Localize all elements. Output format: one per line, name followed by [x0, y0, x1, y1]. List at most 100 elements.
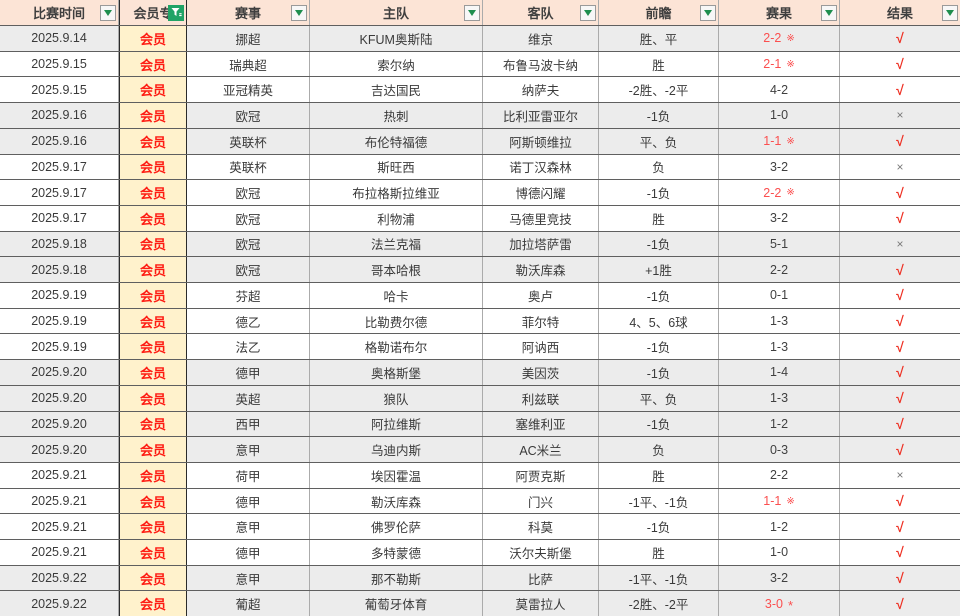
match-date-cell[interactable]: 2025.9.18: [0, 257, 119, 283]
member-cell[interactable]: 会员: [119, 488, 187, 514]
preview-cell[interactable]: -1负: [599, 334, 719, 360]
member-cell[interactable]: 会员: [119, 26, 187, 51]
match-date-cell[interactable]: 2025.9.21: [0, 514, 119, 540]
away-team-cell[interactable]: 勒沃库森: [483, 257, 599, 283]
preview-cell[interactable]: -1负: [599, 231, 719, 257]
away-team-cell[interactable]: 比利亚雷亚尔: [483, 103, 599, 128]
home-team-cell[interactable]: 乌迪内斯: [310, 437, 483, 462]
league-cell[interactable]: 挪超: [187, 26, 310, 51]
result-cell[interactable]: √: [840, 283, 960, 308]
match-date-cell[interactable]: 2025.9.20: [0, 437, 119, 462]
preview-cell[interactable]: 胜: [599, 540, 719, 565]
score-cell[interactable]: 1-1 ※: [719, 488, 840, 514]
member-cell[interactable]: 会员: [119, 103, 187, 128]
home-team-cell[interactable]: 埃因霍温: [310, 462, 483, 488]
filter-dropdown-button[interactable]: [580, 4, 596, 21]
league-cell[interactable]: 亚冠精英: [187, 77, 310, 103]
match-date-cell[interactable]: 2025.9.20: [0, 385, 119, 411]
away-team-cell[interactable]: 奥卢: [483, 283, 599, 308]
away-team-cell[interactable]: 诺丁汉森林: [483, 154, 599, 180]
filter-dropdown-button[interactable]: [700, 4, 716, 21]
result-cell[interactable]: √: [840, 360, 960, 385]
away-team-cell[interactable]: 阿讷西: [483, 334, 599, 360]
score-cell[interactable]: 2-2 ※: [719, 180, 840, 205]
preview-cell[interactable]: 负: [599, 154, 719, 180]
score-cell[interactable]: 2-2 ※: [719, 26, 840, 51]
member-cell[interactable]: 会员: [119, 437, 187, 462]
away-team-cell[interactable]: 科莫: [483, 514, 599, 540]
score-cell[interactable]: 3-2: [719, 565, 840, 591]
result-cell[interactable]: √: [840, 257, 960, 282]
away-team-cell[interactable]: 阿斯顿维拉: [483, 128, 599, 154]
league-cell[interactable]: 意甲: [187, 437, 310, 462]
score-cell[interactable]: 0-1: [719, 283, 840, 308]
home-team-cell[interactable]: 阿拉维斯: [310, 411, 483, 437]
member-cell[interactable]: 会员: [119, 154, 187, 180]
league-cell[interactable]: 英联杯: [187, 154, 310, 180]
preview-cell[interactable]: -1负: [599, 514, 719, 540]
home-team-cell[interactable]: 狼队: [310, 385, 483, 411]
member-cell[interactable]: 会员: [119, 77, 187, 103]
result-cell[interactable]: √: [840, 514, 960, 539]
league-cell[interactable]: 英联杯: [187, 128, 310, 154]
score-cell[interactable]: 0-3: [719, 437, 840, 462]
preview-cell[interactable]: -2胜、-2平: [599, 591, 719, 616]
away-team-cell[interactable]: 博德闪耀: [483, 180, 599, 205]
away-team-cell[interactable]: 阿贾克斯: [483, 462, 599, 488]
match-date-cell[interactable]: 2025.9.21: [0, 462, 119, 488]
league-cell[interactable]: 德甲: [187, 488, 310, 514]
home-team-cell[interactable]: 吉达国民: [310, 77, 483, 103]
member-cell[interactable]: 会员: [119, 283, 187, 308]
home-team-cell[interactable]: 斯旺西: [310, 154, 483, 180]
preview-cell[interactable]: -1负: [599, 283, 719, 308]
member-cell[interactable]: 会员: [119, 308, 187, 334]
filter-dropdown-button[interactable]: [464, 4, 480, 21]
league-cell[interactable]: 西甲: [187, 411, 310, 437]
preview-cell[interactable]: -1平、-1负: [599, 565, 719, 591]
member-cell[interactable]: 会员: [119, 591, 187, 616]
match-date-cell[interactable]: 2025.9.16: [0, 103, 119, 128]
result-cell[interactable]: ×: [840, 103, 960, 128]
match-date-cell[interactable]: 2025.9.14: [0, 26, 119, 51]
score-cell[interactable]: 1-2: [719, 411, 840, 437]
preview-cell[interactable]: -1平、-1负: [599, 488, 719, 514]
member-cell[interactable]: 会员: [119, 462, 187, 488]
result-cell[interactable]: √: [840, 437, 960, 462]
match-date-cell[interactable]: 2025.9.20: [0, 360, 119, 385]
match-date-cell[interactable]: 2025.9.22: [0, 591, 119, 616]
score-cell[interactable]: 1-3: [719, 334, 840, 360]
member-cell[interactable]: 会员: [119, 565, 187, 591]
match-date-cell[interactable]: 2025.9.17: [0, 205, 119, 231]
home-team-cell[interactable]: 法兰克福: [310, 231, 483, 257]
preview-cell[interactable]: 平、负: [599, 128, 719, 154]
member-cell[interactable]: 会员: [119, 540, 187, 565]
score-cell[interactable]: 1-3: [719, 385, 840, 411]
preview-cell[interactable]: -2胜、-2平: [599, 77, 719, 103]
result-cell[interactable]: √: [840, 412, 960, 437]
league-cell[interactable]: 芬超: [187, 283, 310, 308]
home-team-cell[interactable]: 布伦特福德: [310, 128, 483, 154]
league-cell[interactable]: 德甲: [187, 540, 310, 565]
score-cell[interactable]: 3-2: [719, 205, 840, 231]
score-cell[interactable]: 2-2: [719, 462, 840, 488]
filter-dropdown-button[interactable]: [100, 4, 116, 21]
preview-cell[interactable]: 平、负: [599, 385, 719, 411]
result-cell[interactable]: ×: [840, 155, 960, 180]
score-cell[interactable]: 3-2: [719, 154, 840, 180]
league-cell[interactable]: 荷甲: [187, 462, 310, 488]
score-cell[interactable]: 1-1 ※: [719, 128, 840, 154]
match-date-cell[interactable]: 2025.9.18: [0, 231, 119, 257]
member-cell[interactable]: 会员: [119, 334, 187, 360]
away-team-cell[interactable]: 加拉塔萨雷: [483, 231, 599, 257]
home-team-cell[interactable]: 佛罗伦萨: [310, 514, 483, 540]
league-cell[interactable]: 意甲: [187, 514, 310, 540]
away-team-cell[interactable]: 纳萨夫: [483, 77, 599, 103]
member-cell[interactable]: 会员: [119, 411, 187, 437]
home-team-cell[interactable]: 比勒费尔德: [310, 308, 483, 334]
result-cell[interactable]: √: [840, 591, 960, 616]
match-date-cell[interactable]: 2025.9.19: [0, 308, 119, 334]
result-cell[interactable]: √: [840, 77, 960, 102]
score-cell[interactable]: 1-0: [719, 103, 840, 128]
result-cell[interactable]: √: [840, 206, 960, 231]
home-team-cell[interactable]: 多特蒙德: [310, 540, 483, 565]
